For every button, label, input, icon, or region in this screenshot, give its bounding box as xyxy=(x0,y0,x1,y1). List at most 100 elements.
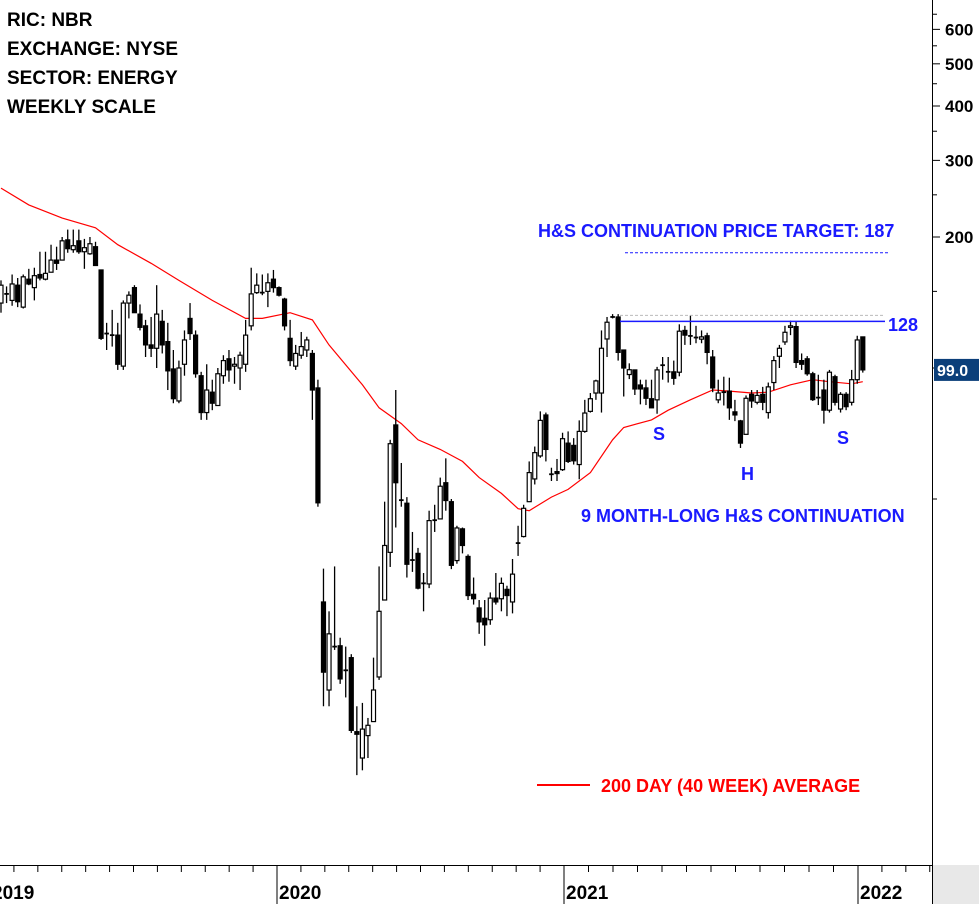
last-price-box xyxy=(934,358,979,381)
candle xyxy=(81,238,88,269)
candle xyxy=(465,554,471,601)
candle xyxy=(193,330,199,378)
candle-body xyxy=(682,329,688,336)
candle-body xyxy=(726,390,732,409)
candle-body xyxy=(698,336,705,340)
candle xyxy=(626,363,632,380)
candle-body xyxy=(226,358,232,371)
y-tick-label: 400 xyxy=(945,97,973,116)
candle-body xyxy=(826,371,833,411)
candle-body xyxy=(459,528,466,547)
candle xyxy=(53,246,60,270)
candle xyxy=(693,325,699,344)
candle xyxy=(320,568,327,707)
candle xyxy=(854,335,860,384)
candle-body xyxy=(281,298,288,327)
candle xyxy=(826,369,833,413)
candle xyxy=(721,376,727,406)
candle-body xyxy=(326,633,332,691)
candle xyxy=(326,611,332,707)
legend-ma-label: 200 DAY (40 WEEK) AVERAGE xyxy=(601,776,860,796)
candle xyxy=(459,527,466,554)
y-tick-label: 600 xyxy=(945,20,973,39)
candle-body xyxy=(587,398,593,412)
candle xyxy=(621,349,627,397)
candle xyxy=(843,392,849,411)
candle xyxy=(298,331,304,359)
candle xyxy=(715,379,721,404)
candle xyxy=(181,330,188,376)
candle-body xyxy=(543,414,549,451)
candle-body xyxy=(626,369,632,376)
candle xyxy=(698,330,705,344)
candle-body xyxy=(0,284,4,304)
candle xyxy=(42,251,49,281)
candle xyxy=(142,319,149,357)
candle xyxy=(237,351,243,391)
candle xyxy=(231,356,238,384)
candle-body xyxy=(526,471,532,503)
candle xyxy=(376,566,382,680)
candle-body xyxy=(493,597,499,603)
candle xyxy=(837,392,844,413)
candle-body xyxy=(48,259,54,273)
candle xyxy=(92,241,99,267)
candle xyxy=(587,393,593,413)
candle-body xyxy=(849,379,855,403)
candle-body xyxy=(765,386,771,414)
candle xyxy=(776,344,783,369)
candle-body xyxy=(593,380,599,394)
candle xyxy=(437,477,443,520)
candle-body xyxy=(810,373,816,401)
candle-body xyxy=(231,363,238,367)
candle xyxy=(426,510,432,589)
candle-body xyxy=(115,334,121,365)
candle-body xyxy=(604,321,610,340)
candle xyxy=(248,267,254,331)
candles xyxy=(0,229,866,776)
candle-body xyxy=(26,278,32,285)
candle xyxy=(688,315,693,345)
left-shoulder-label: S xyxy=(653,424,665,444)
candle-body xyxy=(393,424,399,484)
candle-body xyxy=(70,245,76,251)
candle-body xyxy=(254,284,260,294)
candle xyxy=(154,285,160,369)
candle xyxy=(765,382,771,419)
candle-body xyxy=(482,617,488,626)
candle-body xyxy=(53,259,60,264)
candle-body xyxy=(754,394,760,403)
candle xyxy=(648,379,655,409)
candle-body xyxy=(81,247,88,253)
candle-body xyxy=(337,645,343,680)
candle xyxy=(804,356,810,376)
candle-body xyxy=(209,391,215,404)
candle-body xyxy=(165,340,171,372)
candle xyxy=(404,497,410,578)
candle xyxy=(26,268,32,286)
candle xyxy=(109,309,115,347)
candle xyxy=(137,304,143,331)
candle xyxy=(15,277,21,308)
candle-body xyxy=(76,240,82,253)
candle xyxy=(849,369,855,406)
candle xyxy=(31,267,37,301)
candle-body xyxy=(142,325,149,346)
candle xyxy=(4,286,9,304)
candle xyxy=(131,285,138,314)
candle-body xyxy=(20,276,26,308)
candle-body xyxy=(365,724,371,737)
candle xyxy=(37,251,43,281)
candle-body xyxy=(465,555,471,597)
candle-body xyxy=(304,339,310,351)
candle-body xyxy=(559,438,566,471)
candle-body xyxy=(532,452,538,480)
candle-body xyxy=(448,501,454,566)
candle xyxy=(532,446,538,485)
neckline-label: 128 xyxy=(888,315,918,335)
candle xyxy=(682,325,688,345)
candle-body xyxy=(354,731,360,735)
candle-body xyxy=(710,356,716,389)
candle xyxy=(370,657,377,723)
candle xyxy=(448,499,454,570)
